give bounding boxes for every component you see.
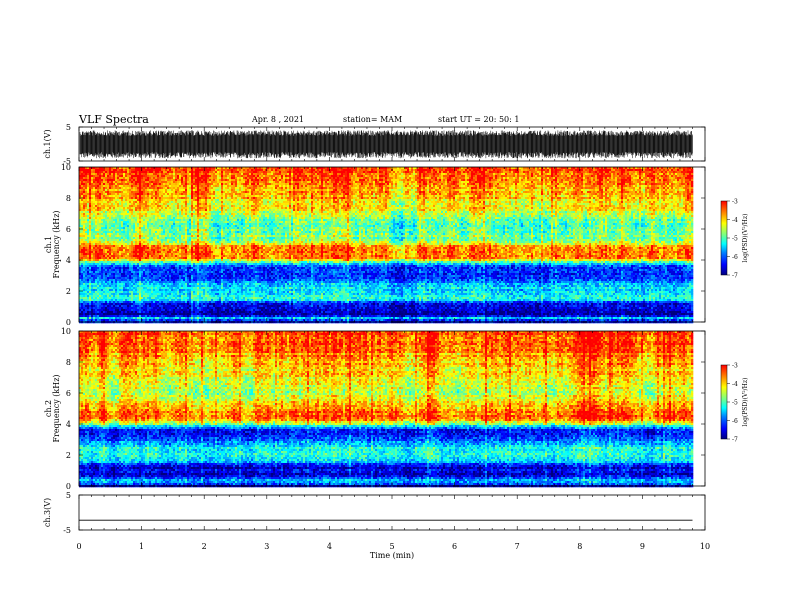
colorbar-ch1-tick-label: -4: [732, 217, 738, 224]
ch1-waveform-trace: [80, 130, 693, 158]
xaxis-tick-label: 10: [700, 542, 710, 551]
ch2-spectrogram-ytick-label: 4: [66, 420, 71, 429]
colorbar-ch1-tick-label: -7: [732, 273, 738, 280]
colorbar-ch1-tick-label: -3: [732, 199, 738, 206]
colorbar-ch2: [721, 365, 727, 439]
xaxis-tick-label: 0: [76, 542, 81, 551]
ch1-spectrogram-ytick-label: 8: [66, 194, 71, 203]
ch3-waveform-ytick-label: -5: [63, 526, 71, 535]
ch2-spectrogram-ytick-label: 0: [66, 482, 71, 491]
ch1-spectrogram-heatmap: [79, 167, 693, 323]
ch2-spectrogram-ytick-label: 6: [66, 389, 71, 398]
ch2-spectrogram-ytick-label: 10: [61, 327, 71, 336]
colorbar-ch2-tick-label: -6: [732, 418, 738, 425]
xaxis-tick-label: 7: [515, 542, 520, 551]
ch1-waveform-ylabel: ch.1(V): [43, 129, 52, 158]
ch1-spectrogram-ytick-label: 4: [66, 256, 71, 265]
colorbar-ch2-tick-label: -3: [732, 363, 738, 370]
xaxis-tick-label: 9: [640, 542, 645, 551]
colorbar-ch2-tick-label: -4: [732, 381, 738, 388]
xaxis-tick-label: 1: [139, 542, 144, 551]
xaxis-label: Time (min): [370, 551, 414, 560]
ch1-spectrogram-ytick-label: 10: [61, 163, 71, 172]
ch1-spectrogram-ytick-label: 2: [66, 287, 71, 296]
colorbar-ch1-tick-label: -5: [732, 236, 738, 243]
ch1-waveform-ytick-label: 5: [66, 123, 71, 132]
xaxis-tick-label: 5: [389, 542, 394, 551]
ch3-waveform-frame: [79, 495, 705, 530]
xaxis-tick-label: 4: [327, 542, 332, 551]
colorbar-ch1-label: log(PSD)(V²/Hz): [742, 214, 749, 263]
ch3-waveform-ytick-label: 5: [66, 491, 71, 500]
ch2-spectrogram-ytick-label: 8: [66, 358, 71, 367]
ch2-spectrogram-heatmap: [79, 331, 693, 487]
ch1-spectrogram-ytick-label: 0: [66, 318, 71, 327]
ch1-spectrogram-ytick-label: 6: [66, 225, 71, 234]
xaxis-tick-label: 8: [577, 542, 582, 551]
xaxis-tick-label: 3: [264, 542, 269, 551]
colorbar-ch2-label: log(PSD)(V²/Hz): [742, 378, 749, 427]
ch2-spectrogram-ytick-label: 2: [66, 451, 71, 460]
xaxis-tick-label: 2: [202, 542, 207, 551]
xaxis-tick-label: 6: [452, 542, 457, 551]
colorbar-ch2-tick-label: -5: [732, 400, 738, 407]
ch1-spectrogram-ylabel-frequency: Frequency (kHz): [52, 210, 61, 278]
colorbar-ch1-tick-label: -6: [732, 254, 738, 261]
ch3-waveform-ylabel: ch.3(V): [43, 498, 52, 527]
colorbar-ch2-tick-label: -7: [732, 437, 738, 444]
ch2-spectrogram-ylabel-frequency: Frequency (kHz): [52, 374, 61, 442]
panels-layer: [79, 130, 693, 520]
colorbar-ch1: [721, 201, 727, 275]
